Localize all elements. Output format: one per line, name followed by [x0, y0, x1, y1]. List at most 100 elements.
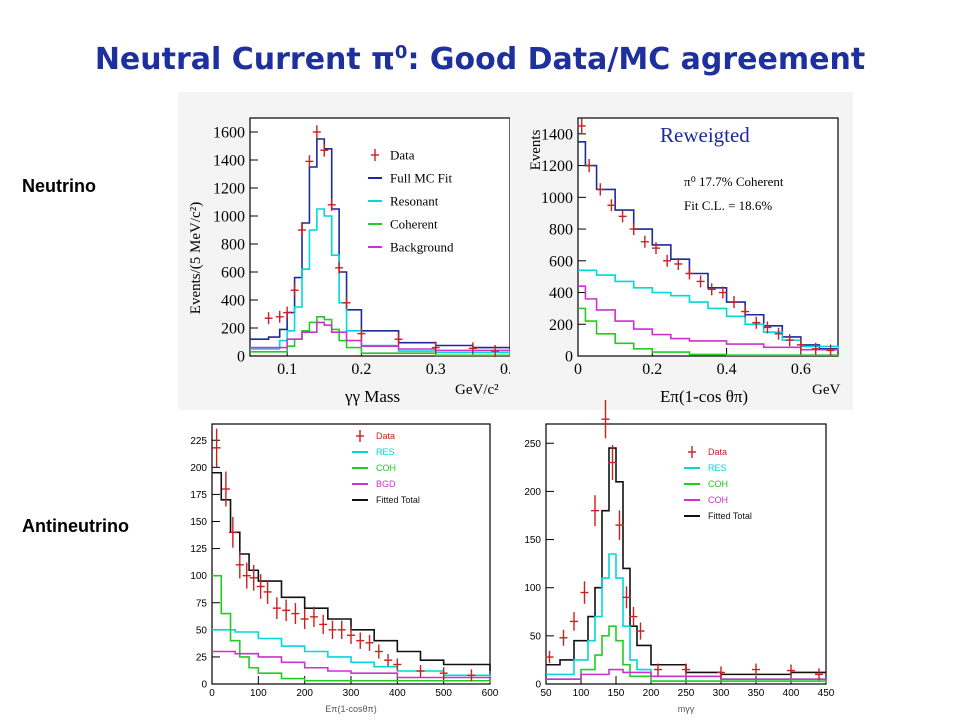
x-tick-label: 350 — [748, 688, 765, 699]
chart-nu-epi: 0 200 400 600 800 1000 1200 1400 0 0.2 0.4 0.6 Event… — [510, 92, 853, 410]
series-bgd-line — [250, 321, 511, 352]
row-label-antineutrino: Antineutrino — [22, 516, 129, 536]
series-bgd-line — [212, 650, 491, 681]
series-coh-line — [212, 574, 491, 683]
x-tick-label: 0.1 — [277, 361, 297, 378]
x-axis-label: γγ Mass — [344, 387, 400, 406]
y-tick-label: 1000 — [541, 190, 573, 207]
series-total-line — [578, 141, 839, 352]
title-superscript: 0 — [394, 42, 408, 63]
y-tick-label: 600 — [221, 265, 245, 282]
y-tick-label: 100 — [524, 583, 541, 594]
x-tick-label: 400 — [783, 688, 800, 699]
legend-label: Data — [376, 431, 395, 441]
legend-label: Coherent — [390, 217, 438, 232]
row-label-neutrino: Neutrino — [22, 176, 96, 196]
x-tick-label: 100 — [250, 688, 267, 699]
y-tick-label: 150 — [190, 517, 207, 528]
plot-frame — [577, 117, 839, 357]
x-tick-label: 0 — [574, 361, 582, 378]
annotation-text: π⁰ 17.7% Coherent — [684, 174, 784, 189]
plot-area — [578, 118, 838, 356]
y-tick-label: 1200 — [213, 181, 245, 198]
x-tick-label: 250 — [678, 688, 695, 699]
x-axis-unit: GeV — [812, 382, 840, 398]
series-bgd-line — [546, 668, 827, 682]
x-tick-label: 500 — [435, 688, 452, 699]
x-tick-label: 400 — [389, 688, 406, 699]
x-tick-label: 300 — [713, 688, 730, 699]
y-tick-label: 1400 — [213, 153, 245, 170]
annotation-text: Fit C.L. = 18.6% — [684, 198, 772, 213]
legend-label: Data — [708, 447, 727, 457]
legend-label: COH — [708, 495, 728, 505]
legend-label: Data — [390, 148, 415, 163]
chart-anu-epi: 0 25 50 75 100 125 150 175 200 225 0 100 200 300 400 50… — [190, 423, 499, 714]
y-tick-label: 400 — [549, 285, 573, 302]
y-tick-label: 0 — [535, 680, 541, 691]
y-tick-label: 0 — [565, 349, 573, 366]
y-tick-label: 75 — [196, 598, 208, 609]
legend-label: Full MC Fit — [390, 171, 453, 186]
x-axis-label: mγγ — [678, 704, 695, 714]
y-tick-label: 200 — [524, 487, 541, 498]
y-tick-label: 1400 — [541, 126, 573, 143]
y-tick-label: 800 — [549, 222, 573, 239]
x-tick-label: 150 — [608, 688, 625, 699]
series-res-line — [212, 629, 491, 679]
x-tick-label: 50 — [540, 688, 552, 699]
x-tick-label: 0.2 — [642, 361, 662, 378]
y-tick-label: 50 — [196, 625, 208, 636]
plot-area — [250, 118, 510, 356]
x-axis-unit: GeV/c² — [455, 382, 499, 398]
y-tick-label: 1200 — [541, 158, 573, 175]
x-tick-label: 200 — [643, 688, 660, 699]
y-tick-label: 25 — [196, 652, 208, 663]
x-tick-label: 0.6 — [791, 361, 811, 378]
y-axis-label: Events — [528, 129, 544, 170]
legend-label: RES — [708, 463, 727, 473]
y-tick-label: 125 — [190, 544, 207, 555]
y-tick-label: 1600 — [213, 125, 245, 142]
legend-label: Fitted Total — [708, 511, 752, 521]
legend-label: Background — [390, 240, 454, 255]
series-coh-line — [578, 307, 839, 357]
annotation-title: Reweigted — [660, 123, 750, 147]
legend-label: Resonant — [390, 194, 439, 209]
y-tick-label: 800 — [221, 237, 245, 254]
legend-label: COH — [708, 479, 728, 489]
x-tick-label: 450 — [818, 688, 835, 699]
x-axis-label: Eπ(1-cosθπ) — [325, 704, 376, 714]
legend-label: RES — [376, 447, 395, 457]
y-axis-label: Events/(5 MeV/c²) — [188, 202, 204, 314]
y-tick-label: 0 — [201, 680, 207, 691]
y-tick-label: 200 — [549, 317, 573, 334]
x-axis-label: Eπ(1-cos θπ) — [660, 387, 748, 406]
title-main: Neutral Current π — [94, 42, 395, 77]
y-tick-label: 150 — [524, 535, 541, 546]
x-tick-label: 300 — [343, 688, 360, 699]
x-tick-label: 0.2 — [351, 361, 371, 378]
chart-nu-mass: 020040060080010001200140016000.10.20.30.… — [178, 92, 520, 410]
y-tick-label: 175 — [190, 490, 207, 501]
x-tick-label: 0 — [209, 688, 215, 699]
x-tick-label: 100 — [573, 688, 590, 699]
x-tick-label: 0.3 — [426, 361, 446, 378]
series-res-line — [578, 269, 839, 352]
legend-label: BGD — [376, 479, 396, 489]
y-tick-label: 100 — [190, 571, 207, 582]
y-tick-label: 400 — [221, 293, 245, 310]
legend-label: COH — [376, 463, 396, 473]
y-tick-label: 225 — [190, 436, 207, 447]
y-tick-label: 1000 — [213, 209, 245, 226]
y-tick-label: 0 — [237, 349, 245, 366]
plot-frame — [211, 423, 491, 685]
y-tick-label: 600 — [549, 253, 573, 270]
series-bgd-line — [578, 285, 839, 352]
x-tick-label: 0.4 — [717, 361, 737, 378]
slide-title: Neutral Current π0: Good Data/MC agreeme… — [0, 42, 960, 77]
legend-label: Fitted Total — [376, 495, 420, 505]
x-tick-label: 600 — [482, 688, 499, 699]
y-tick-label: 200 — [190, 463, 207, 474]
y-tick-label: 200 — [221, 321, 245, 338]
